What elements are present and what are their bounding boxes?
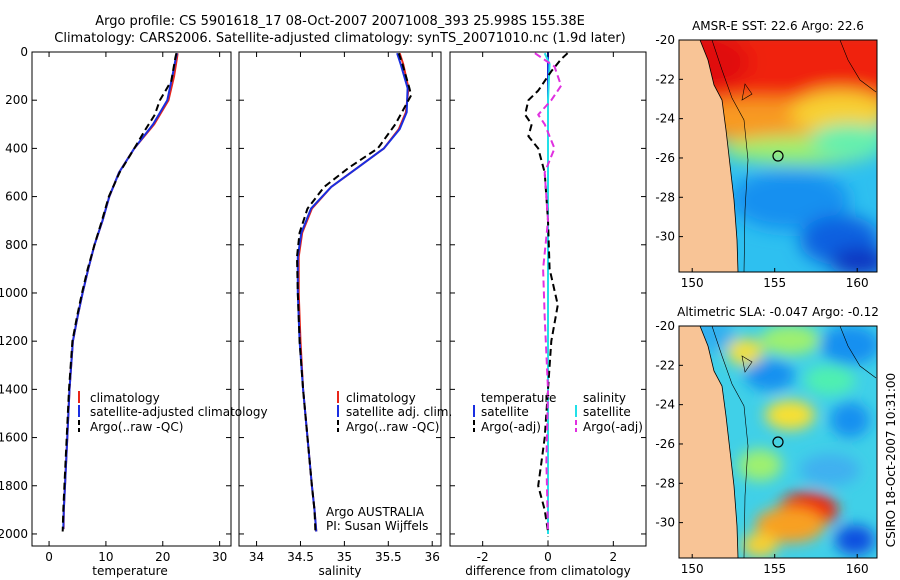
sst-map-panel: AMSR-E SST: 22.6 Argo: 22.6 150 155 160 -20… bbox=[655, 19, 878, 290]
legend-label-temp-satellite: satellite bbox=[481, 405, 529, 419]
csiro-timestamp-label: CSIRO 18-Oct-2007 10:31:00 bbox=[884, 373, 898, 547]
y-tick-label: 600 bbox=[5, 190, 28, 204]
map-y-tick-label: -30 bbox=[655, 516, 675, 530]
temperature-axes-frame bbox=[31, 51, 232, 547]
x-tick-label: 34 bbox=[249, 550, 264, 564]
legend-label-sal-satellite: satellite bbox=[583, 405, 631, 419]
legend-label-sal-argo: Argo(-adj) bbox=[583, 420, 643, 434]
salinity-axes-frame bbox=[238, 51, 442, 547]
series-line-salinity-argo-adj bbox=[534, 52, 563, 532]
x-tick-label: 36 bbox=[425, 550, 440, 564]
map-y-tick-label: -28 bbox=[655, 190, 675, 204]
difference-legend: temperature satellite Argo(-adj) salinit… bbox=[473, 391, 643, 434]
x-tick-label: 35.5 bbox=[375, 550, 402, 564]
x-tick-label: 0 bbox=[45, 550, 53, 564]
x-tick-label: -2 bbox=[477, 550, 489, 564]
difference-xlabel: difference from climatology bbox=[465, 564, 631, 578]
sla-argo-location-marker bbox=[772, 436, 784, 448]
x-tick-label: 35 bbox=[337, 550, 352, 564]
x-tick-label: 0 bbox=[544, 550, 552, 564]
map-x-tick-label: 160 bbox=[846, 276, 869, 290]
salinity-xlabel: salinity bbox=[318, 564, 361, 578]
series-line-climatology bbox=[62, 53, 179, 530]
map-y-tick-label: -22 bbox=[655, 72, 675, 86]
x-tick-label: 34.5 bbox=[287, 550, 314, 564]
legend-label-argo: Argo(..raw -QC) bbox=[346, 420, 439, 434]
series-line-satellite-adj-clim bbox=[296, 52, 409, 532]
legend-label-temp-argo: Argo(-adj) bbox=[481, 420, 541, 434]
map-x-tick-label: 155 bbox=[763, 562, 786, 576]
legend-label-satellite: satellite adj. clim. bbox=[346, 405, 452, 419]
difference-axes-frame bbox=[449, 51, 647, 547]
argo-country-label: Argo AUSTRALIA bbox=[326, 505, 425, 519]
map-y-tick-label: -26 bbox=[655, 437, 675, 451]
series-line-climatology bbox=[297, 52, 410, 532]
map-x-tick-label: 150 bbox=[681, 562, 704, 576]
series-line-argo-raw-qc bbox=[296, 52, 413, 532]
x-tick-label: 30 bbox=[212, 550, 227, 564]
difference-profile-panel: -2 0 2 difference from climatology tempera… bbox=[449, 51, 647, 578]
salinity-legend: climatology satellite adj. clim. Argo(..… bbox=[337, 391, 452, 434]
y-tick-label: 0 bbox=[20, 45, 28, 59]
map-y-tick-label: -24 bbox=[655, 398, 675, 412]
sst-map-frame bbox=[678, 39, 878, 273]
y-tick-label: 1800 bbox=[0, 479, 28, 493]
salinity-profile-panel: 34 34.5 35 35.5 36 salinity climatology sate… bbox=[238, 51, 452, 578]
y-tick-label: 1600 bbox=[0, 431, 28, 445]
series-line-argo-raw-qc bbox=[61, 52, 178, 532]
map-y-tick-label: -28 bbox=[655, 476, 675, 490]
map-x-tick-label: 155 bbox=[763, 276, 786, 290]
sst-argo-location-marker bbox=[772, 150, 784, 162]
argo-pi-label: PI: Susan Wijffels bbox=[326, 519, 428, 533]
map-y-tick-label: -20 bbox=[655, 33, 675, 47]
y-tick-label: 200 bbox=[5, 93, 28, 107]
sla-map-panel: Altimetric SLA: -0.047 Argo: -0.12 bbox=[655, 305, 879, 576]
y-tick-label: 1200 bbox=[0, 334, 28, 348]
y-tick-label: 2000 bbox=[0, 527, 28, 541]
y-tick-label: 400 bbox=[5, 141, 28, 155]
sla-heatmap bbox=[679, 326, 877, 558]
temperature-legend: climatology satellite-adjusted climatolo… bbox=[78, 391, 268, 434]
legend-label-argo: Argo(..raw -QC) bbox=[90, 420, 183, 434]
legend-heading-salinity: salinity bbox=[583, 391, 626, 405]
map-y-tick-label: -22 bbox=[655, 358, 675, 372]
legend-label-climatology: climatology bbox=[346, 391, 416, 405]
y-tick-label: 800 bbox=[5, 238, 28, 252]
y-tick-label: 1400 bbox=[0, 382, 28, 396]
map-x-tick-label: 150 bbox=[681, 276, 704, 290]
map-y-tick-label: -20 bbox=[655, 319, 675, 333]
legend-heading-temperature: temperature bbox=[481, 391, 556, 405]
legend-label-climatology: climatology bbox=[90, 391, 160, 405]
temperature-profile-panel: 0 10 20 30 0 200 400 600 800 1000 1200 1400 1600 1800… bbox=[0, 45, 268, 578]
sla-map-frame bbox=[678, 325, 878, 559]
temperature-xlabel: temperature bbox=[92, 564, 167, 578]
x-tick-label: 20 bbox=[155, 550, 170, 564]
figure-title-line2: Climatology: CARS2006. Satellite-adjuste… bbox=[54, 31, 626, 46]
map-y-tick-label: -30 bbox=[655, 230, 675, 244]
figure-title-line1: Argo profile: CS 5901618_17 08-Oct-2007 … bbox=[95, 14, 585, 29]
map-y-tick-label: -26 bbox=[655, 151, 675, 165]
sst-heatmap bbox=[679, 40, 877, 272]
x-tick-label: 10 bbox=[98, 550, 113, 564]
legend-label-satellite: satellite-adjusted climatology bbox=[90, 405, 268, 419]
sla-map-title: Altimetric SLA: -0.047 Argo: -0.12 bbox=[677, 305, 879, 319]
series-line-satellite-adjusted-climatology bbox=[62, 52, 178, 530]
y-tick-label: 1000 bbox=[0, 286, 28, 300]
map-x-tick-label: 160 bbox=[846, 562, 869, 576]
sst-map-title: AMSR-E SST: 22.6 Argo: 22.6 bbox=[692, 19, 864, 33]
x-tick-label: 2 bbox=[610, 550, 618, 564]
map-y-tick-label: -24 bbox=[655, 112, 675, 126]
